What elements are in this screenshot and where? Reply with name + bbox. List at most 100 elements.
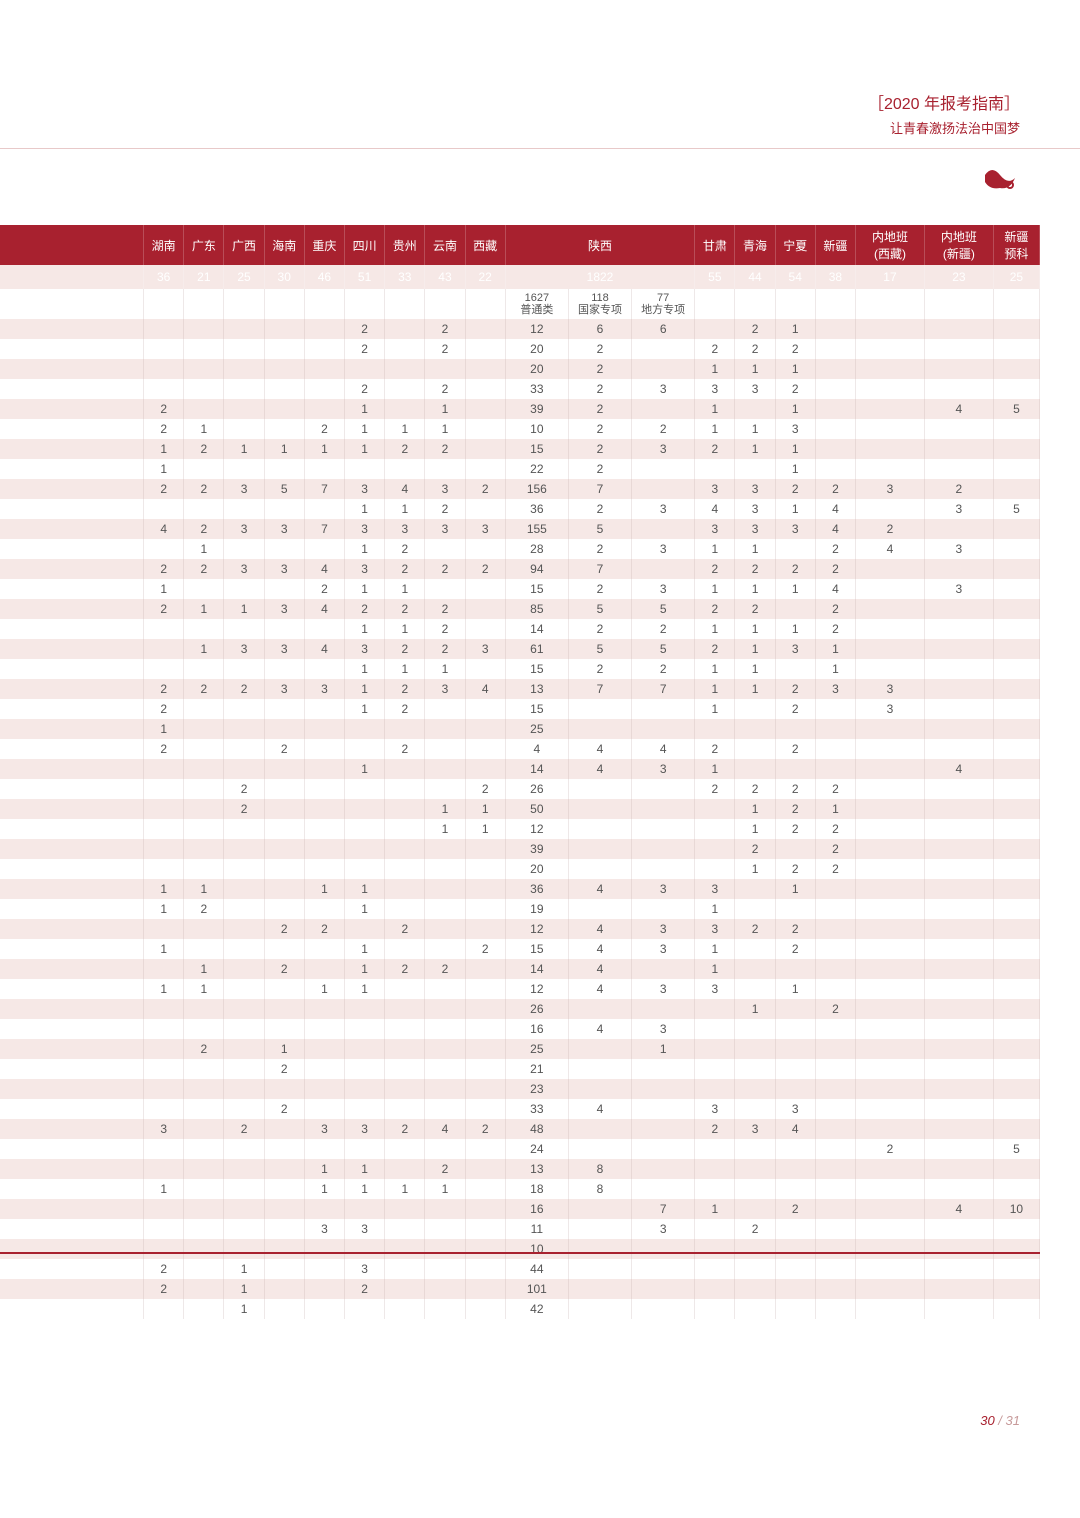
data-cell <box>224 459 264 479</box>
data-cell: 1 <box>264 439 304 459</box>
data-cell <box>304 799 344 819</box>
col-header: 新疆预科 <box>993 225 1039 265</box>
data-cell <box>224 979 264 999</box>
table-row: 22202222 <box>0 339 1040 359</box>
data-cell: 1 <box>775 879 815 899</box>
data-cell <box>224 1219 264 1239</box>
data-cell <box>815 759 855 779</box>
data-cell <box>144 659 184 679</box>
data-cell <box>465 1019 505 1039</box>
data-cell: 2 <box>385 959 425 979</box>
data-cell <box>815 1139 855 1159</box>
data-cell <box>425 1039 465 1059</box>
data-cell: 1 <box>695 679 735 699</box>
total-cell: 25 <box>224 265 264 289</box>
data-cell <box>184 619 224 639</box>
data-cell: 3 <box>924 579 993 599</box>
total-cell: 17 <box>856 265 925 289</box>
data-cell <box>0 959 144 979</box>
data-cell <box>425 459 465 479</box>
data-cell <box>144 639 184 659</box>
data-cell <box>815 439 855 459</box>
data-cell <box>224 399 264 419</box>
data-cell: 3 <box>385 519 425 539</box>
data-cell <box>735 1259 775 1279</box>
data-cell: 2 <box>775 919 815 939</box>
subhead-cell <box>924 289 993 319</box>
data-cell <box>425 1239 465 1259</box>
data-cell: 28 <box>505 539 568 559</box>
data-cell <box>385 1059 425 1079</box>
data-cell <box>856 599 925 619</box>
data-cell: 1 <box>224 1299 264 1319</box>
data-cell: 1 <box>184 639 224 659</box>
data-cell <box>632 1059 695 1079</box>
data-cell: 39 <box>505 839 568 859</box>
data-cell <box>385 1139 425 1159</box>
data-cell <box>385 939 425 959</box>
data-cell: 1 <box>345 759 385 779</box>
data-cell <box>993 979 1039 999</box>
data-cell <box>856 439 925 459</box>
subhead-cell <box>0 289 144 319</box>
data-cell <box>264 619 304 639</box>
data-cell: 1 <box>184 599 224 619</box>
data-cell <box>735 1159 775 1179</box>
data-cell <box>856 419 925 439</box>
data-cell <box>345 839 385 859</box>
table-row: 233433 <box>0 1099 1040 1119</box>
data-cell <box>993 599 1039 619</box>
data-cell <box>856 1099 925 1119</box>
data-cell: 1 <box>695 619 735 639</box>
data-cell <box>815 1259 855 1279</box>
data-cell: 2 <box>144 699 184 719</box>
data-cell: 2 <box>345 379 385 399</box>
data-cell <box>568 1219 631 1239</box>
data-cell <box>735 879 775 899</box>
data-cell <box>264 539 304 559</box>
data-cell <box>345 1099 385 1119</box>
data-cell: 2 <box>775 679 815 699</box>
data-cell <box>465 319 505 339</box>
data-cell: 2 <box>465 479 505 499</box>
data-cell <box>568 859 631 879</box>
data-cell <box>632 479 695 499</box>
data-cell <box>856 979 925 999</box>
data-cell <box>568 699 631 719</box>
data-cell: 2 <box>695 599 735 619</box>
data-cell: 15 <box>505 939 568 959</box>
data-cell: 2 <box>775 339 815 359</box>
data-cell: 2 <box>695 779 735 799</box>
data-cell: 1 <box>385 579 425 599</box>
data-cell: 2 <box>568 659 631 679</box>
data-cell: 1 <box>695 899 735 919</box>
data-cell: 2 <box>815 839 855 859</box>
data-cell <box>993 899 1039 919</box>
data-cell: 3 <box>856 679 925 699</box>
data-cell <box>856 939 925 959</box>
data-cell: 2 <box>345 1279 385 1299</box>
data-cell: 1 <box>735 999 775 1019</box>
data-cell <box>993 1019 1039 1039</box>
data-cell <box>632 699 695 719</box>
data-cell <box>304 399 344 419</box>
data-cell: 4 <box>505 739 568 759</box>
data-cell: 4 <box>695 499 735 519</box>
data-cell: 1 <box>345 979 385 999</box>
data-cell <box>856 399 925 419</box>
data-cell <box>184 499 224 519</box>
table-row: 121111221523211 <box>0 439 1040 459</box>
data-cell <box>735 1059 775 1079</box>
total-cell: 33 <box>385 265 425 289</box>
data-cell <box>815 459 855 479</box>
table-row: 112154312 <box>0 939 1040 959</box>
data-cell <box>924 939 993 959</box>
data-cell <box>856 1159 925 1179</box>
total-cell: 25 <box>993 265 1039 289</box>
data-cell <box>264 1159 304 1179</box>
data-cell <box>465 1159 505 1179</box>
data-cell <box>568 779 631 799</box>
data-cell: 3 <box>856 699 925 719</box>
data-cell <box>465 719 505 739</box>
data-cell <box>385 1199 425 1219</box>
